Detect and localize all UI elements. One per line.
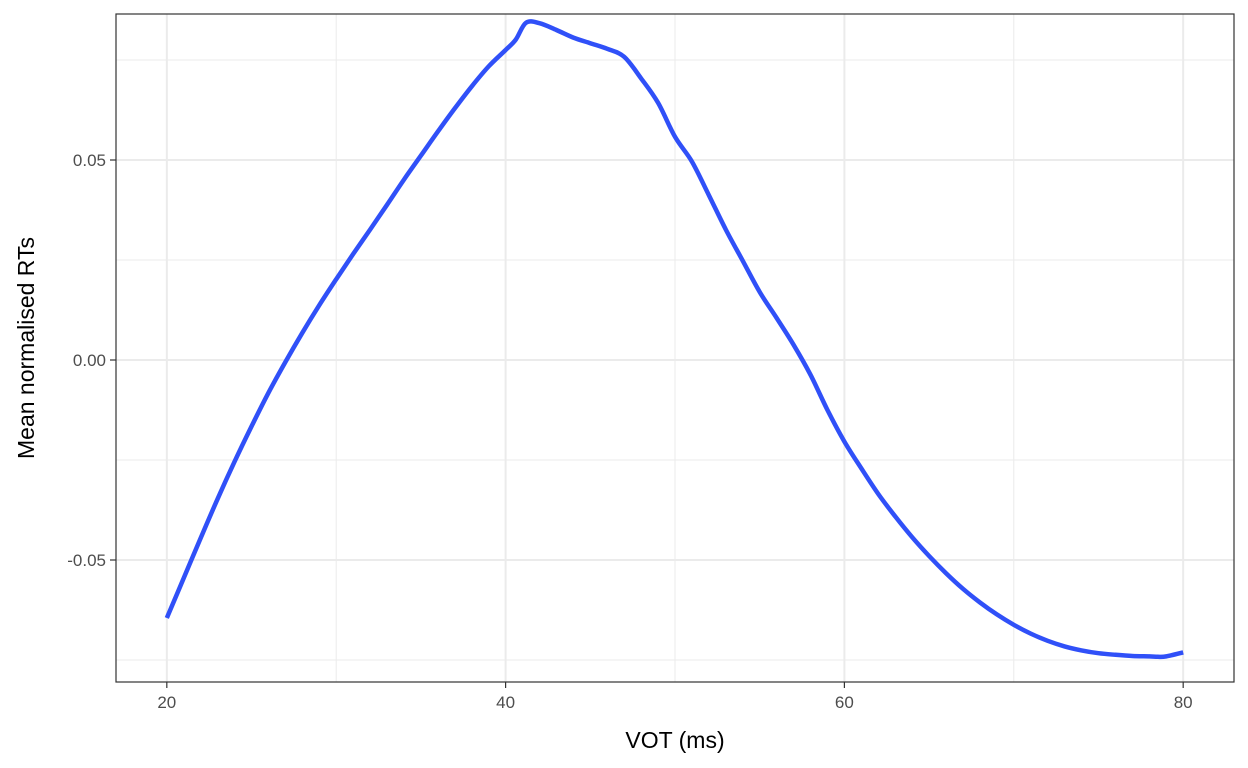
axis-tick-labels: 20 40 60 80 -0.05 0.00 0.05 [67, 151, 1192, 712]
x-tick-label-2: 60 [835, 693, 854, 712]
series-line-0 [164, 19, 1184, 660]
x-tick-label-1: 40 [496, 693, 515, 712]
axis-ticks [110, 159, 1184, 688]
panel-border [115, 13, 1235, 683]
y-tick-label-2: 0.05 [73, 151, 106, 170]
y-tick-label-0: -0.05 [67, 551, 106, 570]
x-axis-title: VOT (ms) [625, 727, 724, 753]
series-layer [164, 19, 1184, 660]
minor-gridlines [116, 14, 1234, 682]
x-tick-label-0: 20 [157, 693, 176, 712]
x-tick-label-3: 80 [1174, 693, 1193, 712]
major-gridlines [116, 14, 1234, 682]
y-axis-title: Mean normalised RTs [13, 237, 39, 459]
y-tick-label-1: 0.00 [73, 351, 106, 370]
